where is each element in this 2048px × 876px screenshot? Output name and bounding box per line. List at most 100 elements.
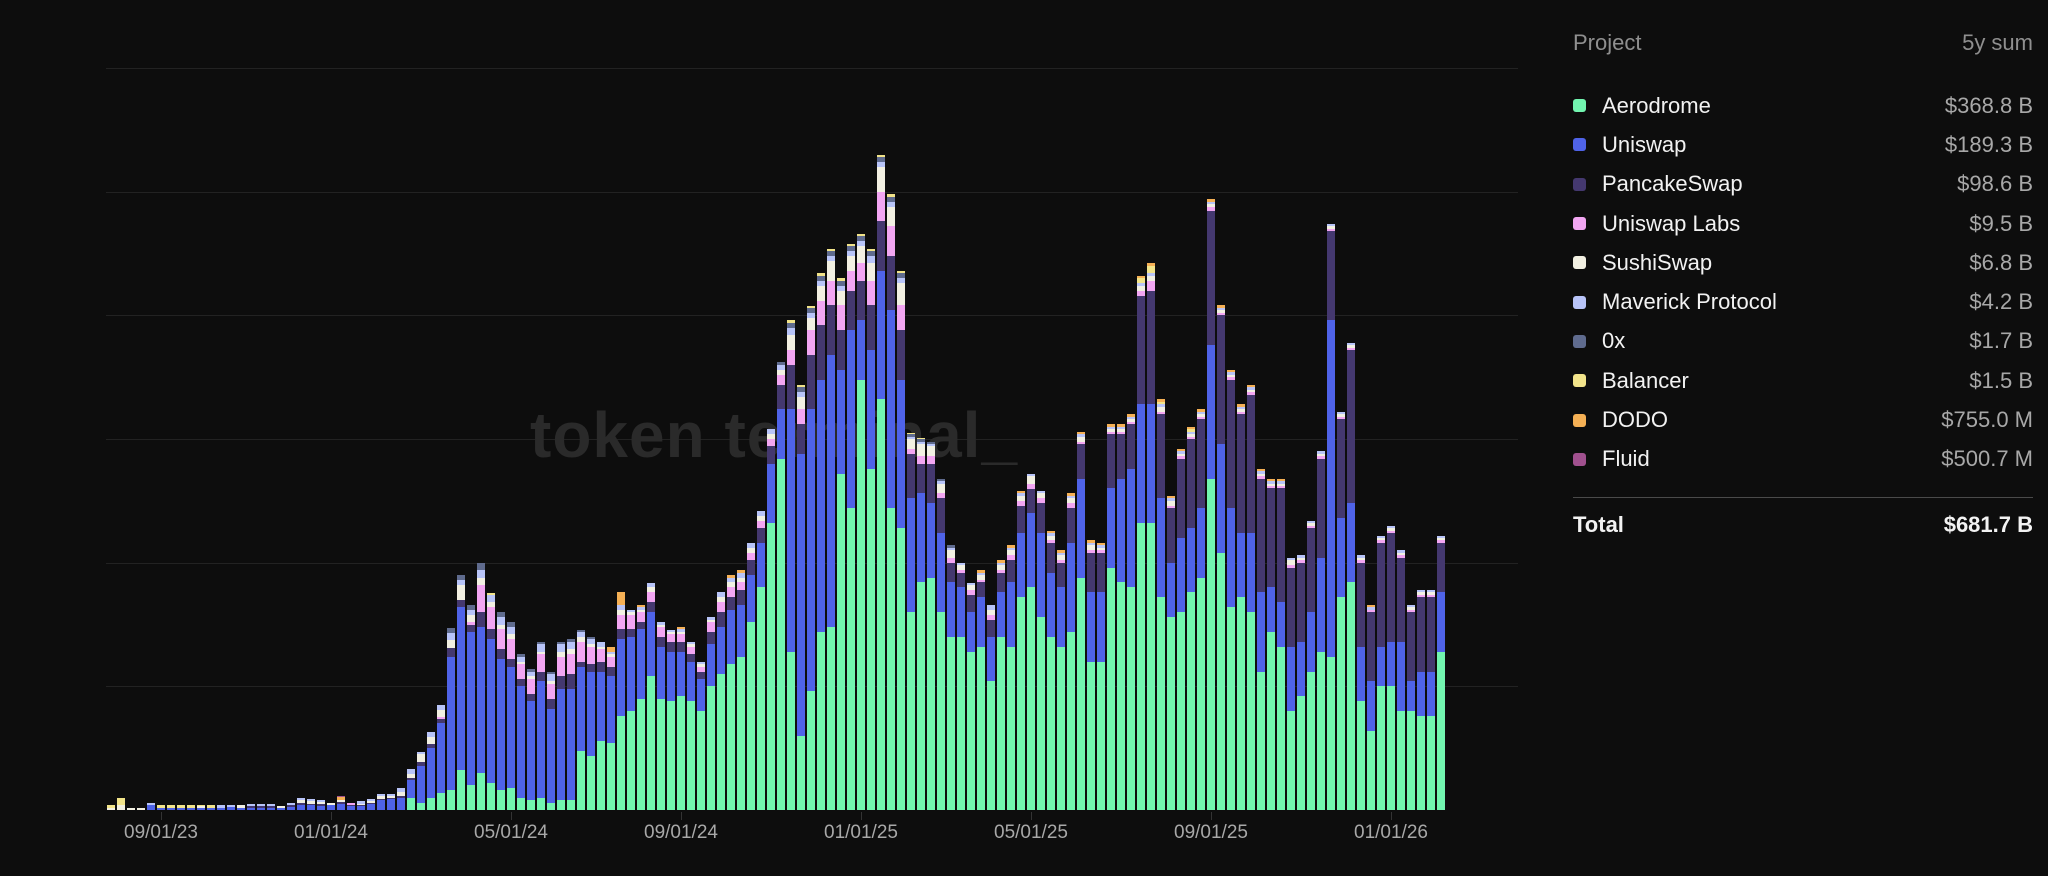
bar[interactable] [1307,520,1315,810]
bar[interactable] [837,278,845,810]
bar[interactable] [507,622,515,810]
bar[interactable] [547,671,555,810]
bar[interactable] [667,629,675,810]
bar[interactable] [407,768,415,810]
bar[interactable] [167,805,175,810]
bar[interactable] [1057,550,1065,810]
bar[interactable] [887,194,895,810]
bar[interactable] [877,154,885,810]
bar[interactable] [1017,490,1025,810]
bar[interactable] [577,629,585,810]
bar[interactable] [857,233,865,810]
bar[interactable] [1397,550,1405,810]
bar[interactable] [677,627,685,810]
bar[interactable] [1387,525,1395,810]
bar[interactable] [1007,545,1015,810]
bar[interactable] [447,628,455,810]
bar[interactable] [157,805,165,810]
bar[interactable] [627,609,635,810]
bar[interactable] [1267,478,1275,810]
bar[interactable] [117,797,125,810]
bar[interactable] [767,429,775,810]
bar[interactable] [1237,404,1245,810]
bar[interactable] [277,805,285,810]
bar[interactable] [1417,589,1425,810]
bar[interactable] [597,641,605,810]
bar[interactable] [1037,491,1045,810]
bar[interactable] [1357,555,1365,810]
bar[interactable] [347,803,355,810]
bar[interactable] [1067,493,1075,810]
bar[interactable] [1167,495,1175,810]
bar[interactable] [797,384,805,810]
legend-item[interactable]: Balancer $1.5 B [1573,361,2033,400]
bar[interactable] [617,592,625,810]
bar[interactable] [1207,199,1215,810]
bar[interactable] [1147,263,1155,810]
bar[interactable] [1297,555,1305,810]
bar[interactable] [1047,530,1055,810]
bar[interactable] [137,807,145,810]
bar[interactable] [1377,535,1385,810]
bar[interactable] [1337,411,1345,810]
bar[interactable] [307,799,315,810]
bar[interactable] [487,592,495,810]
bar[interactable] [127,807,135,810]
bar[interactable] [997,560,1005,810]
bar[interactable] [257,803,265,810]
bar[interactable] [747,542,755,810]
bar[interactable] [1277,478,1285,810]
legend-item[interactable]: PancakeSwap $98.6 B [1573,165,2033,204]
bar[interactable] [1077,431,1085,810]
bar[interactable] [867,248,875,810]
bar[interactable] [187,805,195,810]
bar[interactable] [1137,275,1145,810]
bar[interactable] [727,575,735,810]
bar[interactable] [897,270,905,810]
bar[interactable] [537,641,545,810]
bar[interactable] [777,362,785,810]
bar[interactable] [647,582,655,810]
bar[interactable] [717,592,725,810]
bar[interactable] [827,248,835,810]
bar[interactable] [317,799,325,810]
bar[interactable] [337,795,345,810]
bar[interactable] [1117,424,1125,810]
bar[interactable] [737,570,745,810]
bar[interactable] [397,788,405,810]
bar[interactable] [1197,409,1205,810]
bar[interactable] [817,273,825,810]
bar[interactable] [567,639,575,810]
bar[interactable] [907,432,915,810]
bar[interactable] [947,545,955,810]
bar[interactable] [847,243,855,810]
bar[interactable] [1097,542,1105,810]
bar[interactable] [367,798,375,810]
bar[interactable] [237,805,245,810]
bar[interactable] [1427,589,1435,810]
bar[interactable] [607,646,615,810]
bar[interactable] [1407,604,1415,810]
bar[interactable] [437,704,445,810]
bar[interactable] [967,582,975,810]
legend-item[interactable]: Uniswap $189.3 B [1573,125,2033,164]
bar[interactable] [177,805,185,810]
bar[interactable] [147,802,155,810]
bar[interactable] [357,801,365,810]
bar[interactable] [477,562,485,810]
bar[interactable] [467,604,475,810]
bar[interactable] [707,617,715,810]
legend-item[interactable]: SushiSwap $6.8 B [1573,243,2033,282]
bar[interactable] [1347,342,1355,810]
bar[interactable] [1257,468,1265,810]
bar[interactable] [1227,369,1235,810]
bar[interactable] [807,305,815,810]
bar[interactable] [637,604,645,810]
bar[interactable] [517,654,525,810]
bar[interactable] [977,570,985,810]
bar[interactable] [197,804,205,810]
bar[interactable] [1287,557,1295,810]
bar[interactable] [1437,535,1445,810]
bar[interactable] [387,793,395,810]
bar[interactable] [377,793,385,810]
